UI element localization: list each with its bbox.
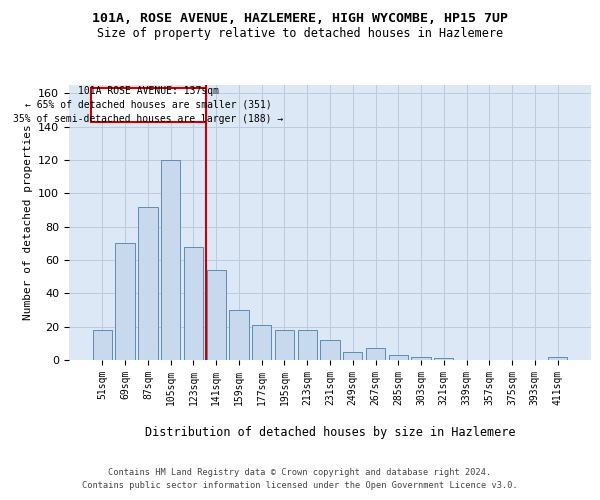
Bar — [389, 355, 408, 360]
Bar — [343, 352, 362, 360]
Bar — [184, 246, 203, 360]
Bar — [229, 310, 248, 360]
Text: 101A ROSE AVENUE: 137sqm
← 65% of detached houses are smaller (351)
35% of semi-: 101A ROSE AVENUE: 137sqm ← 65% of detach… — [13, 86, 284, 124]
Bar — [252, 325, 271, 360]
Bar — [275, 330, 294, 360]
Bar — [161, 160, 181, 360]
Bar — [434, 358, 454, 360]
Bar — [298, 330, 317, 360]
Bar — [138, 206, 158, 360]
Text: Size of property relative to detached houses in Hazlemere: Size of property relative to detached ho… — [97, 28, 503, 40]
Y-axis label: Number of detached properties: Number of detached properties — [23, 124, 32, 320]
Bar — [320, 340, 340, 360]
Bar — [115, 244, 135, 360]
Bar — [412, 356, 431, 360]
Bar — [93, 330, 112, 360]
Bar — [548, 356, 567, 360]
Text: 101A, ROSE AVENUE, HAZLEMERE, HIGH WYCOMBE, HP15 7UP: 101A, ROSE AVENUE, HAZLEMERE, HIGH WYCOM… — [92, 12, 508, 26]
Text: Contains HM Land Registry data © Crown copyright and database right 2024.: Contains HM Land Registry data © Crown c… — [109, 468, 491, 477]
Text: Contains public sector information licensed under the Open Government Licence v3: Contains public sector information licen… — [82, 482, 518, 490]
Bar — [366, 348, 385, 360]
Bar — [206, 270, 226, 360]
Text: Distribution of detached houses by size in Hazlemere: Distribution of detached houses by size … — [145, 426, 515, 439]
Bar — [91, 88, 206, 122]
